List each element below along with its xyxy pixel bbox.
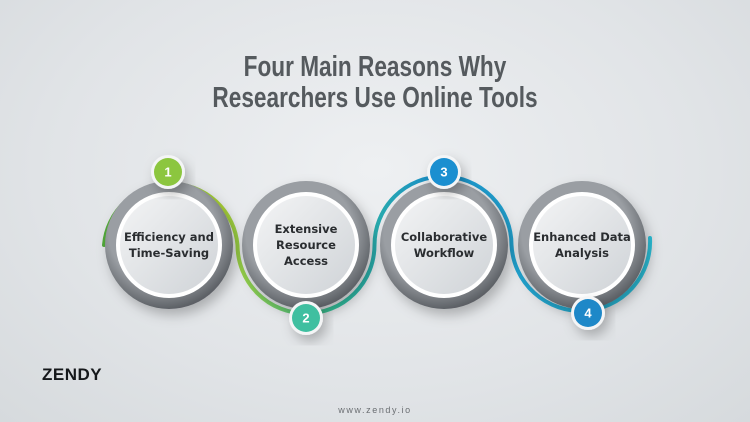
website-url: www.zendy.io <box>338 405 412 415</box>
number-badge <box>430 158 458 186</box>
step-circle-3 <box>380 155 508 309</box>
number-badge <box>292 304 320 332</box>
step-number: 3 <box>440 164 448 180</box>
step-number: 2 <box>302 310 310 326</box>
step-label: Enhanced Data Analysis <box>533 230 631 260</box>
inner-disc <box>120 196 218 294</box>
title-line-1: Four Main Reasons Why <box>243 51 507 83</box>
step-label: Efficiency and Time-Saving <box>124 230 214 260</box>
number-badge <box>574 299 602 327</box>
page-title: Four Main Reasons Why Researchers Use On… <box>0 52 750 114</box>
inner-disc <box>395 196 493 294</box>
step-number: 1 <box>164 164 172 180</box>
inner-disc <box>533 196 631 294</box>
step-circle-4 <box>518 181 646 330</box>
inner-disc <box>257 196 355 294</box>
step-label: Collaborative Workflow <box>400 230 488 260</box>
title-line-2: Researchers Use Online Tools <box>212 82 538 114</box>
number-badge <box>154 158 182 186</box>
zendy-logo: ZENDY <box>42 365 103 384</box>
step-circle-2 <box>242 181 370 335</box>
step-number: 4 <box>584 305 592 321</box>
step-label: Extensive Resource Access <box>274 222 338 268</box>
step-circle-1 <box>105 155 233 309</box>
